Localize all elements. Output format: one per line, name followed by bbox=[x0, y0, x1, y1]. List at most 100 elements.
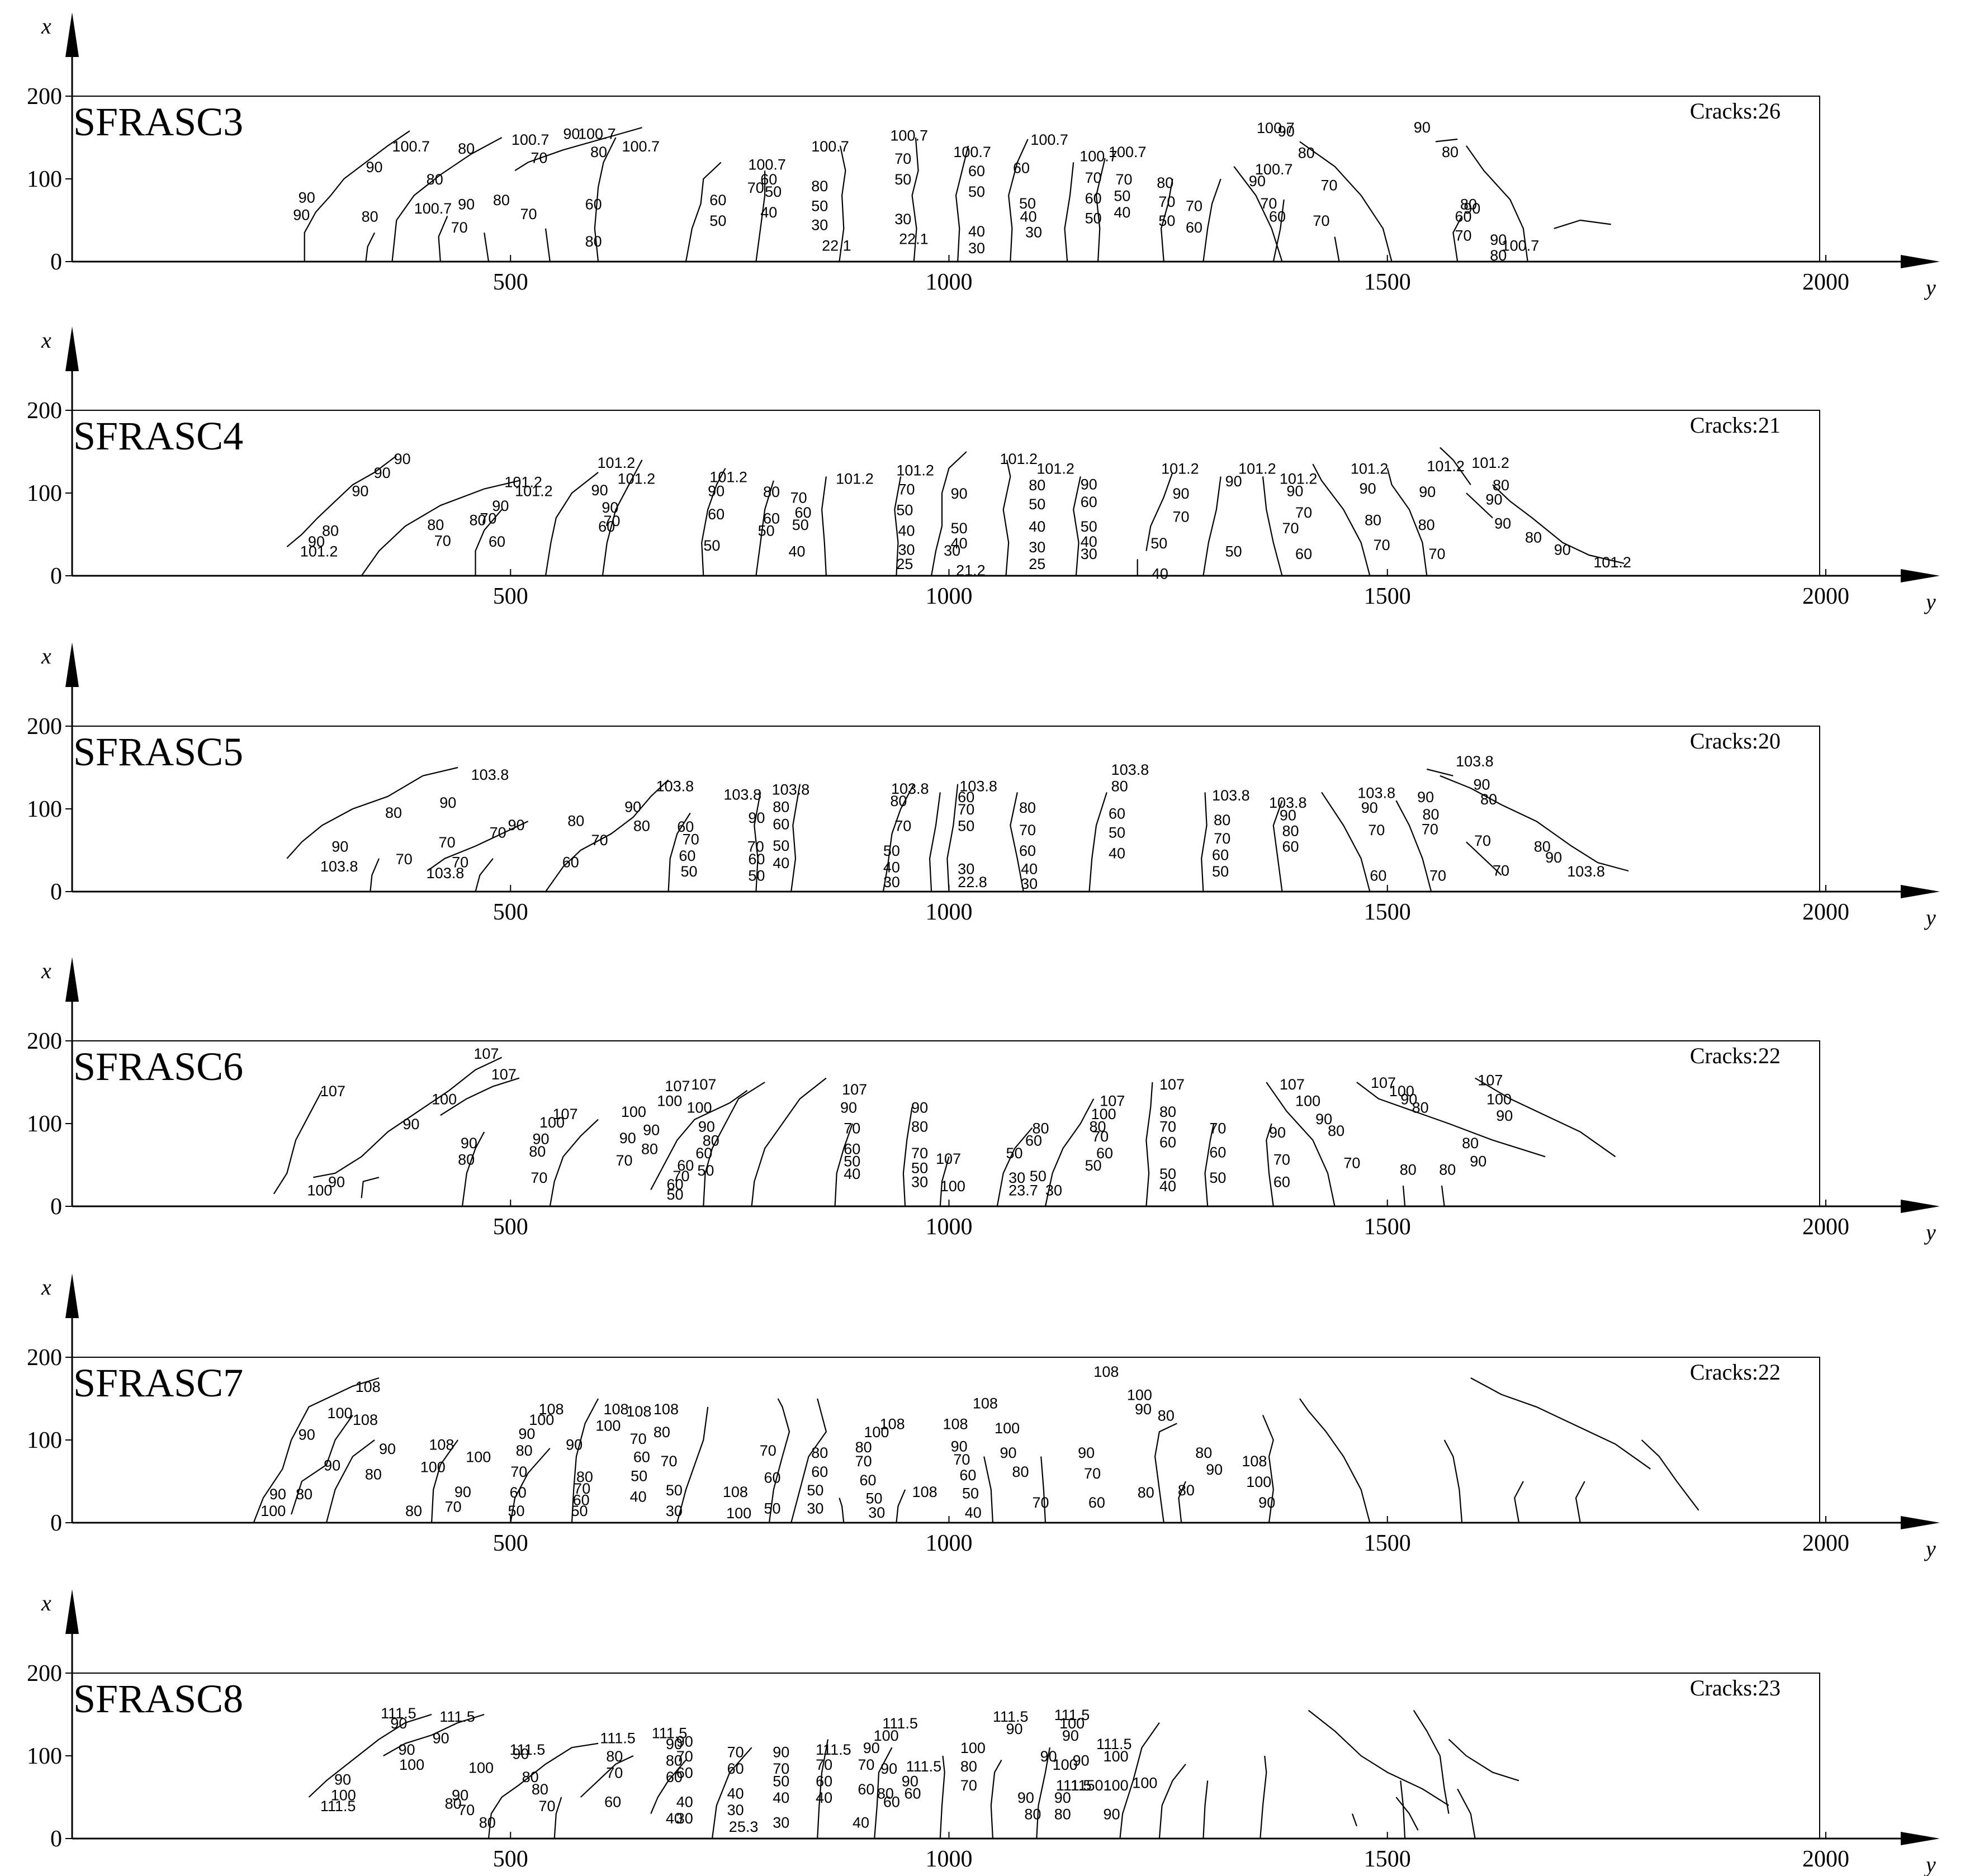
load-label: 60 bbox=[905, 1785, 921, 1802]
load-label: 80 bbox=[1195, 1444, 1212, 1461]
load-label: 90 bbox=[1269, 1124, 1286, 1141]
load-label: 100 bbox=[1246, 1474, 1271, 1490]
crack-line bbox=[1260, 1755, 1267, 1839]
load-label: 30 bbox=[811, 216, 828, 233]
load-label: 90 bbox=[1040, 1748, 1057, 1765]
crack-line bbox=[1145, 472, 1173, 551]
crack-line bbox=[1312, 463, 1371, 576]
crack-line bbox=[676, 1406, 709, 1523]
load-label: 80 bbox=[654, 1424, 670, 1441]
load-label: 80 bbox=[322, 523, 339, 539]
load-label: 30 bbox=[898, 542, 915, 558]
load-label: 90 bbox=[452, 1787, 468, 1804]
specimen-name: SFRASC3 bbox=[73, 100, 243, 144]
load-label: 80 bbox=[1019, 799, 1036, 816]
load-label: 70 bbox=[538, 1798, 555, 1815]
load-label: 90 bbox=[1206, 1461, 1223, 1478]
load-label: 70 bbox=[911, 1145, 928, 1162]
load-label: 100 bbox=[1389, 1083, 1414, 1100]
load-label: 60 bbox=[677, 1157, 694, 1174]
load-label: 60 bbox=[959, 1467, 976, 1484]
crack-line bbox=[1202, 1780, 1209, 1839]
load-label: 100 bbox=[1295, 1093, 1320, 1110]
crack-count: Cracks:26 bbox=[1690, 98, 1781, 124]
y-axis-arrow bbox=[1901, 1516, 1940, 1529]
load-label: 40 bbox=[1159, 1178, 1176, 1195]
crack-line bbox=[286, 766, 458, 859]
load-label: 70 bbox=[510, 1463, 527, 1480]
load-label: 108 bbox=[356, 1378, 381, 1395]
load-label: 40 bbox=[760, 204, 777, 221]
crack-line bbox=[1413, 1710, 1450, 1814]
crack-line bbox=[946, 784, 959, 892]
crack-line bbox=[1010, 792, 1024, 892]
load-label: 60 bbox=[748, 851, 765, 868]
load-label: 30 bbox=[727, 1802, 744, 1818]
y-tick-label: 1500 bbox=[1364, 899, 1411, 925]
load-label: 50 bbox=[681, 863, 698, 880]
crack-line bbox=[1204, 1123, 1215, 1207]
load-label: 100.7 bbox=[414, 200, 452, 217]
load-label: 70 bbox=[1084, 1465, 1101, 1482]
load-label: 90 bbox=[602, 499, 618, 516]
load-label: 100 bbox=[1104, 1777, 1129, 1794]
load-label: 50 bbox=[807, 1482, 823, 1499]
load-label: 80 bbox=[1111, 778, 1128, 795]
load-label: 70 bbox=[480, 510, 496, 527]
load-label: 40 bbox=[951, 535, 968, 552]
y-axis-arrow bbox=[1901, 1832, 1940, 1845]
load-label: 70 bbox=[894, 818, 911, 835]
load-label: 22.1 bbox=[822, 237, 851, 254]
load-label: 50 bbox=[1081, 518, 1097, 535]
load-label: 60 bbox=[773, 816, 789, 833]
load-label: 70 bbox=[445, 1498, 462, 1515]
load-label: 50 bbox=[968, 183, 985, 200]
crack-line bbox=[514, 127, 642, 172]
load-label: 60 bbox=[510, 1484, 527, 1501]
load-label: 60 bbox=[1109, 805, 1125, 822]
load-label: 70 bbox=[816, 1756, 832, 1773]
load-label: 90 bbox=[643, 1121, 660, 1138]
load-label: 108 bbox=[626, 1403, 651, 1420]
crack-line bbox=[939, 1156, 950, 1207]
crack-line bbox=[1161, 178, 1173, 262]
load-label: 70 bbox=[960, 1777, 977, 1794]
crack-line bbox=[1272, 800, 1283, 892]
load-label: 111.5 bbox=[816, 1741, 851, 1758]
crack-line bbox=[1095, 158, 1106, 262]
crack-line bbox=[1073, 476, 1081, 576]
load-label: 70 bbox=[1186, 197, 1202, 214]
load-label: 50 bbox=[773, 1773, 789, 1789]
crack-line bbox=[821, 476, 827, 576]
load-label: 101.2 bbox=[515, 483, 553, 500]
crack-line bbox=[894, 476, 902, 576]
crack-line bbox=[1386, 468, 1428, 576]
load-label: 50 bbox=[631, 1468, 647, 1485]
load-label: 80 bbox=[606, 1748, 623, 1765]
crack-line bbox=[544, 228, 551, 262]
load-label: 30 bbox=[1029, 539, 1045, 556]
load-label: 108 bbox=[604, 1401, 629, 1418]
load-label: 100 bbox=[1059, 1715, 1085, 1732]
load-label: 70 bbox=[1493, 863, 1509, 879]
load-label: 100.7 bbox=[392, 138, 430, 155]
y-tick-label: 500 bbox=[493, 1846, 528, 1872]
load-label: 80 bbox=[590, 144, 607, 160]
load-label: 108 bbox=[912, 1484, 937, 1500]
load-label: 80 bbox=[811, 1444, 828, 1461]
crack-line bbox=[325, 1439, 375, 1523]
load-label: 50 bbox=[1150, 535, 1167, 552]
load-label: 80 bbox=[1328, 1122, 1344, 1139]
crack-line bbox=[1154, 1423, 1177, 1523]
y-tick-label: 500 bbox=[493, 269, 528, 295]
specimen-name: SFRASC7 bbox=[73, 1361, 243, 1405]
crack-line bbox=[790, 1398, 827, 1523]
y-tick-label: 1000 bbox=[926, 1531, 973, 1556]
load-label: 100 bbox=[331, 1787, 356, 1804]
crack-line bbox=[931, 451, 967, 576]
y-axis-label: y bbox=[1924, 1536, 1936, 1561]
load-label: 103.8 bbox=[656, 778, 694, 795]
load-label: 60 bbox=[598, 518, 615, 535]
x-axis-label: x bbox=[41, 1590, 51, 1616]
